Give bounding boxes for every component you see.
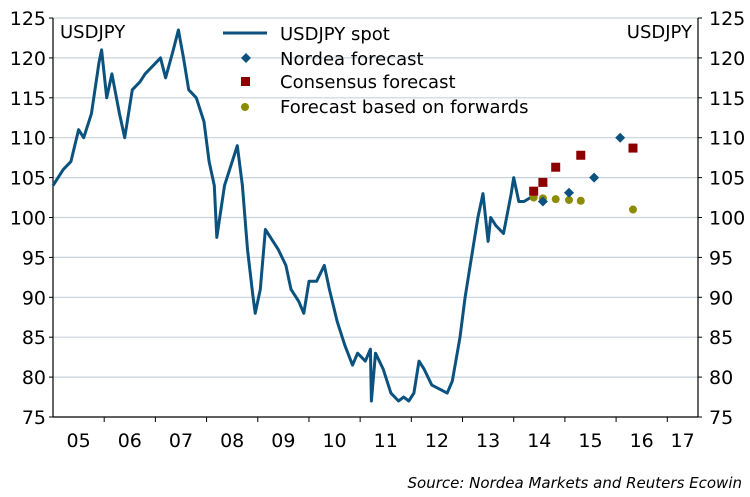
y-tick-label-left: 80 — [22, 367, 46, 389]
legend-label-forwards: Forecast based on forwards — [280, 97, 528, 118]
y-tick-label-right: 100 — [709, 208, 745, 230]
legend-label-consensus: Consensus forecast — [280, 72, 456, 93]
source-note: Source: Nordea Markets and Reuters Ecowi… — [408, 474, 742, 492]
x-tick-labels: 05 06 07 08 09 10 11 12 13 14 15 16 17 — [67, 417, 695, 452]
legend: USDJPY spot Nordea forecast Consensus fo… — [223, 24, 528, 118]
x-tick-label: 06 — [118, 430, 142, 452]
forwards-forecast-point — [628, 205, 637, 214]
y-tick-label-right: 90 — [709, 287, 733, 309]
y-tick-label-right: 80 — [709, 367, 733, 389]
forwards-forecast-point — [576, 196, 585, 205]
legend-label-spot: USDJPY spot — [280, 24, 390, 45]
x-tick-label: 05 — [67, 430, 91, 452]
y-tick-label-right: 115 — [709, 88, 745, 110]
legend-item-consensus: Consensus forecast — [241, 72, 456, 93]
x-tick-label: 16 — [630, 430, 654, 452]
y-tick-label-left: 90 — [22, 287, 46, 309]
left-axis-title: USDJPY — [60, 22, 126, 43]
x-tick-label: 10 — [322, 430, 346, 452]
x-tick-label: 11 — [374, 430, 398, 452]
x-tick-label: 13 — [476, 430, 500, 452]
legend-diamond-swatch — [241, 53, 251, 63]
legend-label-nordea: Nordea forecast — [280, 49, 424, 70]
y-tick-label-right: 125 — [709, 8, 745, 30]
y-tick-label-left: 110 — [10, 128, 46, 150]
forwards-forecast-point — [565, 195, 573, 204]
y-tick-label-right: 105 — [709, 168, 745, 190]
y-tick-label-right: 85 — [709, 327, 733, 349]
right-axis-title: USDJPY — [627, 22, 693, 43]
x-tick-label: 08 — [220, 430, 244, 452]
y-tick-labels: 75 75 80 80 85 85 90 90 95 95 100 100 105 105 110 110 11… — [10, 8, 746, 429]
y-tick-label-right: 95 — [709, 247, 733, 269]
y-tick-label-right: 120 — [709, 48, 745, 70]
y-tick-label-left: 95 — [22, 247, 46, 269]
y-tick-label-left: 120 — [10, 48, 46, 70]
legend-item-nordea: Nordea forecast — [241, 49, 424, 70]
x-tick-label: 14 — [527, 430, 551, 452]
legend-item-spot: USDJPY spot — [223, 24, 390, 45]
nordea-forecast-point — [615, 132, 626, 143]
x-tick-label: 17 — [671, 430, 695, 452]
gridlines — [53, 17, 698, 378]
legend-item-forwards: Forecast based on forwards — [241, 97, 528, 118]
legend-circle-swatch — [241, 103, 249, 111]
y-tick-label-left: 115 — [10, 88, 46, 110]
consensus-forecast-point — [628, 143, 638, 153]
forwards-forecast-point — [551, 195, 560, 204]
legend-square-swatch — [241, 77, 250, 86]
nordea-forecast-point — [537, 196, 548, 207]
y-tick-label-right: 75 — [709, 407, 733, 429]
y-tick-label-left: 85 — [22, 327, 46, 349]
consensus-forecast-point — [576, 150, 586, 160]
spot-line — [51, 28, 532, 403]
x-tick-label: 15 — [578, 430, 602, 452]
y-tick-label-left: 105 — [10, 168, 46, 190]
consensus-forecast-point — [538, 177, 548, 187]
y-tick-label-left: 125 — [10, 8, 46, 30]
consensus-forecast-point — [529, 186, 539, 196]
y-tick-label-right: 110 — [709, 128, 745, 150]
x-tick-label: 09 — [271, 430, 295, 452]
y-tick-label-left: 75 — [22, 407, 46, 429]
nordea-forecast-point — [564, 187, 574, 198]
x-tick-label: 07 — [169, 430, 193, 452]
consensus-forecast-point — [551, 162, 561, 172]
plot-area — [51, 28, 638, 403]
x-tick-label: 12 — [425, 430, 449, 452]
nordea-forecast-point — [589, 172, 600, 183]
y-tick-label-left: 100 — [10, 208, 46, 230]
